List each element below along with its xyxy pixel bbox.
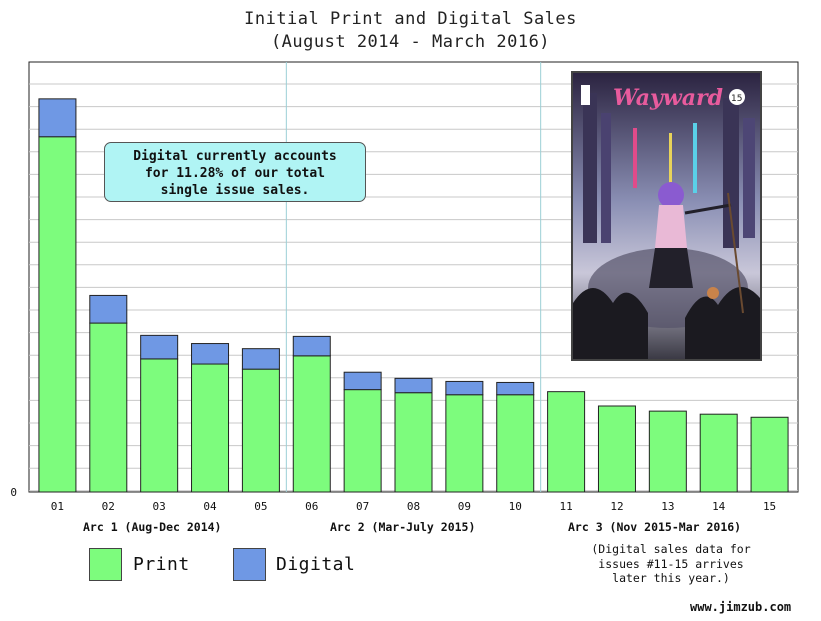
bar-print-03 bbox=[140, 358, 179, 493]
legend-print-swatch bbox=[89, 548, 122, 581]
note-line-2: issues #11-15 arrives bbox=[598, 556, 744, 571]
note-line-1: (Digital sales data for bbox=[591, 542, 751, 556]
arc-3-label: Arc 3 (Nov 2015-Mar 2016) bbox=[568, 520, 742, 534]
x-tick-label-10: 10 bbox=[509, 500, 522, 513]
bar-print-10 bbox=[496, 394, 535, 493]
digital-share-callout: Digital currently accounts for 11.28% of… bbox=[104, 142, 366, 202]
x-tick-label-06: 06 bbox=[305, 500, 318, 513]
x-tick-label-07: 07 bbox=[356, 500, 369, 513]
bar-digital-05 bbox=[241, 348, 280, 370]
bar-print-06 bbox=[292, 355, 331, 493]
legend-digital-swatch bbox=[233, 548, 266, 581]
bar-digital-06 bbox=[292, 335, 331, 357]
bar-print-02 bbox=[89, 322, 128, 493]
bar-print-12 bbox=[597, 405, 636, 493]
x-tick-label-03: 03 bbox=[153, 500, 166, 513]
legend-print-label: Print bbox=[133, 554, 190, 575]
bar-print-11 bbox=[547, 391, 586, 493]
arc-2-label: Arc 2 (Mar-July 2015) bbox=[330, 520, 476, 534]
x-tick-label-01: 01 bbox=[51, 500, 64, 513]
bar-digital-10 bbox=[496, 381, 535, 396]
note-line-3: later this year.) bbox=[612, 571, 730, 585]
bar-digital-03 bbox=[140, 334, 179, 360]
bar-digital-01 bbox=[38, 98, 77, 138]
callout-line-2: for 11.28% of our total bbox=[144, 166, 325, 181]
credit-url: www.jimzub.com bbox=[690, 600, 792, 614]
x-tick-label-11: 11 bbox=[559, 500, 572, 513]
cover-issue-number: 15 bbox=[731, 94, 742, 104]
x-tick-label-04: 04 bbox=[203, 500, 217, 513]
x-tick-label-13: 13 bbox=[661, 500, 674, 513]
x-tick-label-09: 09 bbox=[458, 500, 471, 513]
callout-line-1: Digital currently accounts bbox=[133, 149, 337, 164]
bar-digital-08 bbox=[394, 377, 433, 394]
y-tick-label-0: 0 bbox=[10, 486, 17, 499]
x-tick-label-08: 08 bbox=[407, 500, 420, 513]
bar-print-13 bbox=[648, 410, 687, 493]
bar-print-04 bbox=[191, 363, 230, 493]
bar-print-05 bbox=[241, 368, 280, 493]
bar-digital-07 bbox=[343, 371, 382, 391]
bar-print-07 bbox=[343, 389, 382, 493]
bar-digital-04 bbox=[191, 343, 230, 365]
x-tick-label-12: 12 bbox=[610, 500, 623, 513]
legend-digital-label: Digital bbox=[276, 554, 356, 575]
x-tick-label-05: 05 bbox=[254, 500, 267, 513]
bar-print-09 bbox=[445, 394, 484, 493]
bar-digital-09 bbox=[445, 380, 484, 396]
bar-print-14 bbox=[699, 413, 738, 493]
comic-cover-image: Wayward 15 bbox=[571, 71, 762, 361]
x-tick-label-14: 14 bbox=[712, 500, 726, 513]
chart-title: Initial Print and Digital Sales bbox=[244, 9, 577, 29]
x-tick-label-02: 02 bbox=[102, 500, 115, 513]
bar-print-15 bbox=[750, 416, 789, 493]
cover-logo: Wayward bbox=[613, 85, 723, 111]
chart-subtitle: (August 2014 - March 2016) bbox=[270, 32, 551, 52]
bar-print-08 bbox=[394, 392, 433, 493]
digital-data-note: (Digital sales data for issues #11-15 ar… bbox=[576, 542, 766, 586]
callout-line-3: single issue sales. bbox=[160, 183, 310, 198]
bar-digital-02 bbox=[89, 294, 128, 324]
x-tick-label-15: 15 bbox=[763, 500, 776, 513]
bar-print-01 bbox=[38, 136, 77, 493]
arc-1-label: Arc 1 (Aug-Dec 2014) bbox=[83, 520, 222, 534]
